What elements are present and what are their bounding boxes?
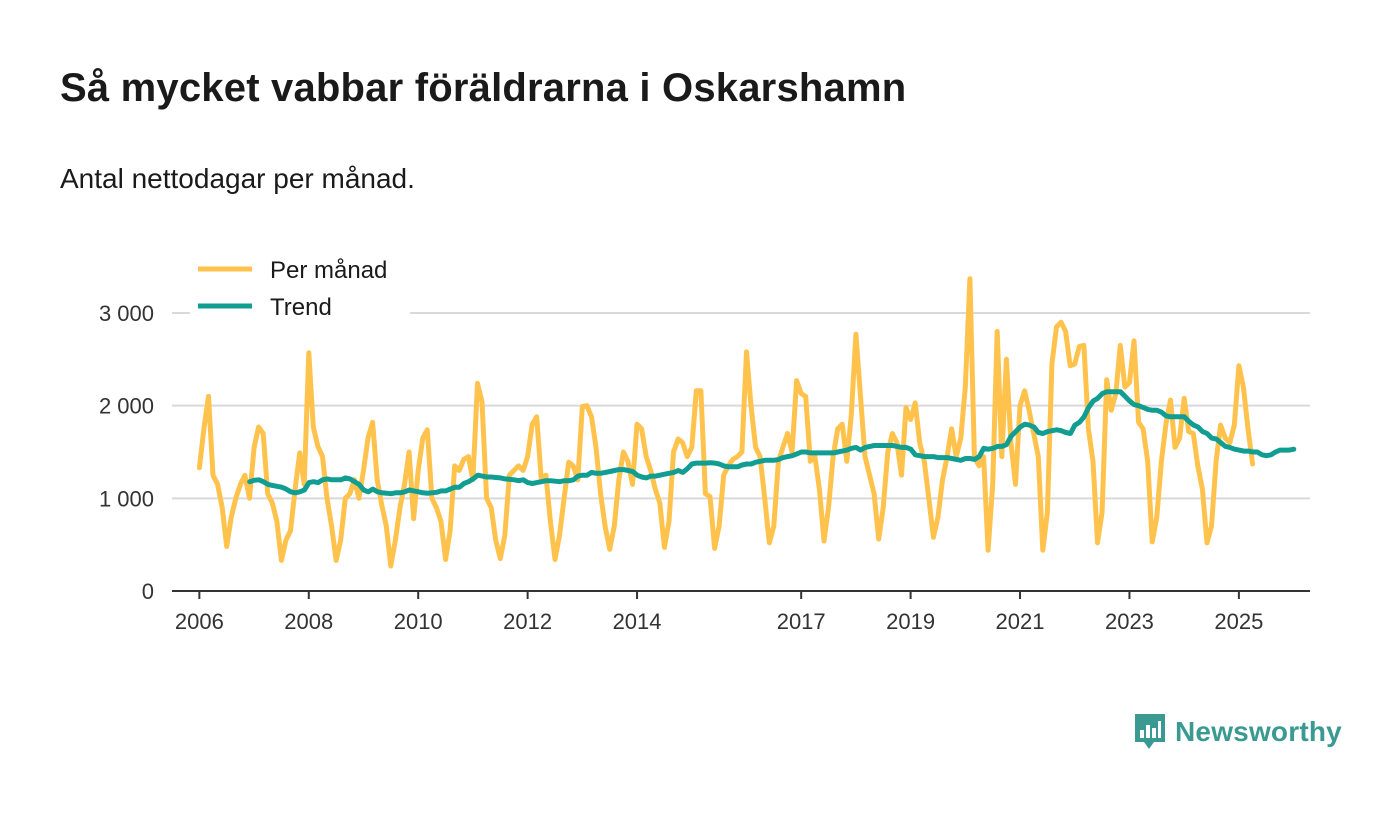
y-axis-ticks: 0 1 000 2 000 3 000 bbox=[99, 301, 154, 604]
x-tick-label: 2023 bbox=[1105, 609, 1154, 634]
line-chart: 0 1 000 2 000 3 000 2006 2008 2010 2012 2014 201… bbox=[98, 254, 1310, 634]
series-line-per-manad bbox=[196, 276, 1256, 569]
legend-label-trend: Trend bbox=[270, 294, 332, 321]
y-tick-label: 2 000 bbox=[99, 394, 154, 419]
newsworthy-logo-icon bbox=[1135, 714, 1165, 749]
newsworthy-brand[interactable]: Newsworthy bbox=[1133, 712, 1342, 752]
x-tick-label: 2008 bbox=[284, 609, 333, 634]
x-tick-label: 2012 bbox=[503, 609, 552, 634]
x-tick-label: 2010 bbox=[394, 609, 443, 634]
brand-name: Newsworthy bbox=[1175, 716, 1342, 747]
y-tick-label: 0 bbox=[142, 579, 154, 604]
chart-title: Så mycket vabbar föräldrarna i Oskarsham… bbox=[60, 66, 907, 110]
legend-background bbox=[190, 254, 410, 324]
x-tick-label: 2019 bbox=[886, 609, 935, 634]
x-axis-ticks: 2006 2008 2010 2012 2014 2017 2019 2021 2023 2025 bbox=[172, 590, 1310, 634]
x-tick-label: 2017 bbox=[777, 609, 826, 634]
x-tick-label: 2014 bbox=[613, 609, 662, 634]
series-lines bbox=[196, 276, 1297, 569]
legend-label-per-manad: Per månad bbox=[270, 257, 387, 284]
x-tick-label: 2025 bbox=[1214, 609, 1263, 634]
x-tick-label: 2006 bbox=[175, 609, 224, 634]
y-tick-label: 1 000 bbox=[99, 486, 154, 511]
chart-subtitle: Antal nettodagar per månad. bbox=[60, 163, 415, 194]
y-tick-label: 3 000 bbox=[99, 301, 154, 326]
x-tick-label: 2021 bbox=[996, 609, 1045, 634]
legend: Per månad Trend bbox=[190, 254, 410, 324]
series-line-trend bbox=[247, 389, 1297, 497]
